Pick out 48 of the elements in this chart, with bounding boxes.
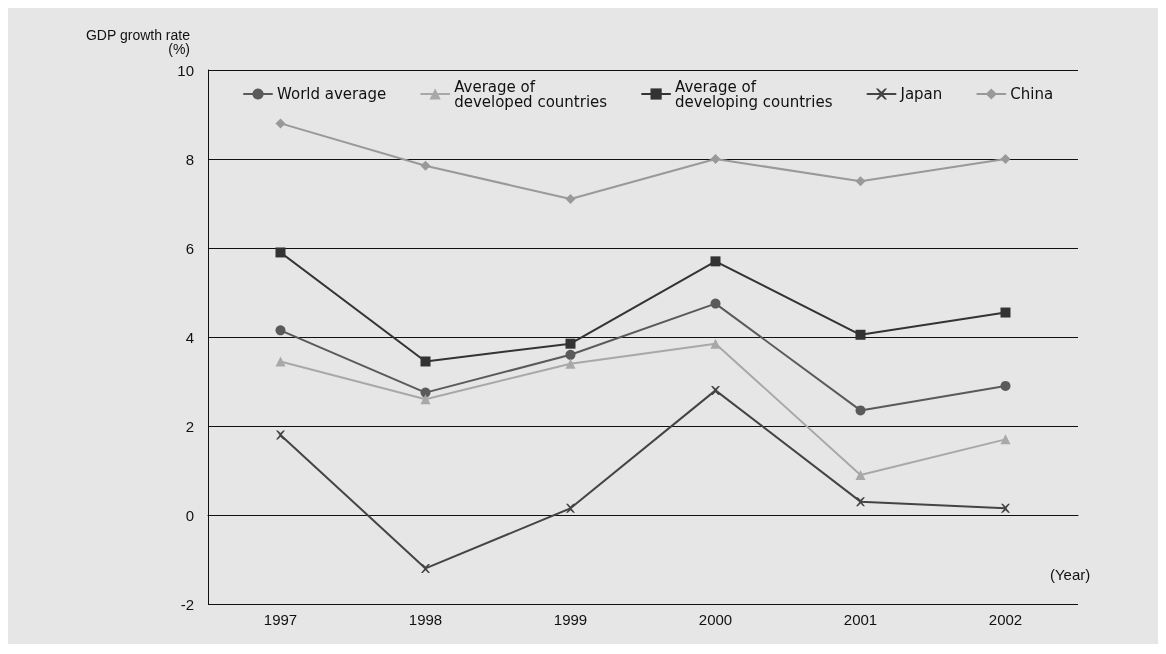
point	[565, 338, 576, 349]
point	[275, 325, 286, 336]
x-tick-label: 2000	[698, 611, 733, 628]
legend-label: China	[1010, 85, 1054, 103]
point	[275, 356, 286, 367]
point	[1001, 503, 1010, 513]
legend-label: Average of developed countries	[454, 77, 608, 111]
point	[275, 118, 286, 129]
point	[420, 160, 431, 171]
x-tick-label: 2002	[988, 611, 1023, 628]
point	[710, 154, 721, 164]
y-tick-label: 8	[185, 150, 194, 168]
point	[855, 469, 866, 480]
point	[565, 358, 576, 369]
point	[855, 176, 866, 187]
y-tick-label: 2	[185, 417, 194, 435]
point	[710, 256, 721, 267]
point	[421, 563, 430, 573]
point	[565, 194, 576, 205]
point	[711, 385, 720, 395]
y-axis-title: GDP growth rate (%)	[85, 27, 191, 57]
point	[566, 503, 575, 513]
x-axis-title: (Year)	[1050, 566, 1091, 583]
x-tick-label: 2001	[843, 611, 878, 628]
point	[710, 338, 721, 349]
y-tick-label: 4	[185, 328, 194, 346]
x-tick-label: 1999	[553, 611, 588, 628]
point	[855, 329, 866, 340]
point	[710, 298, 721, 309]
point	[275, 247, 286, 258]
y-tick-label: 10	[177, 61, 194, 79]
y-tick-label: 6	[185, 239, 194, 257]
point	[420, 356, 431, 367]
point	[1000, 154, 1011, 164]
point	[1000, 307, 1011, 318]
y-tick-label: 0	[185, 506, 194, 524]
point	[1000, 380, 1011, 391]
point	[276, 430, 285, 440]
y-tick-label: -2	[180, 595, 194, 613]
legend-label: Average of developing countries	[675, 77, 833, 111]
x-tick-label: 1998	[408, 611, 443, 628]
legend-label: Japan	[899, 85, 943, 103]
legend-label: World average	[277, 85, 387, 103]
point	[565, 349, 576, 360]
point	[1000, 434, 1011, 445]
point	[420, 394, 431, 405]
point	[855, 405, 866, 416]
x-tick-label: 1997	[263, 611, 298, 628]
